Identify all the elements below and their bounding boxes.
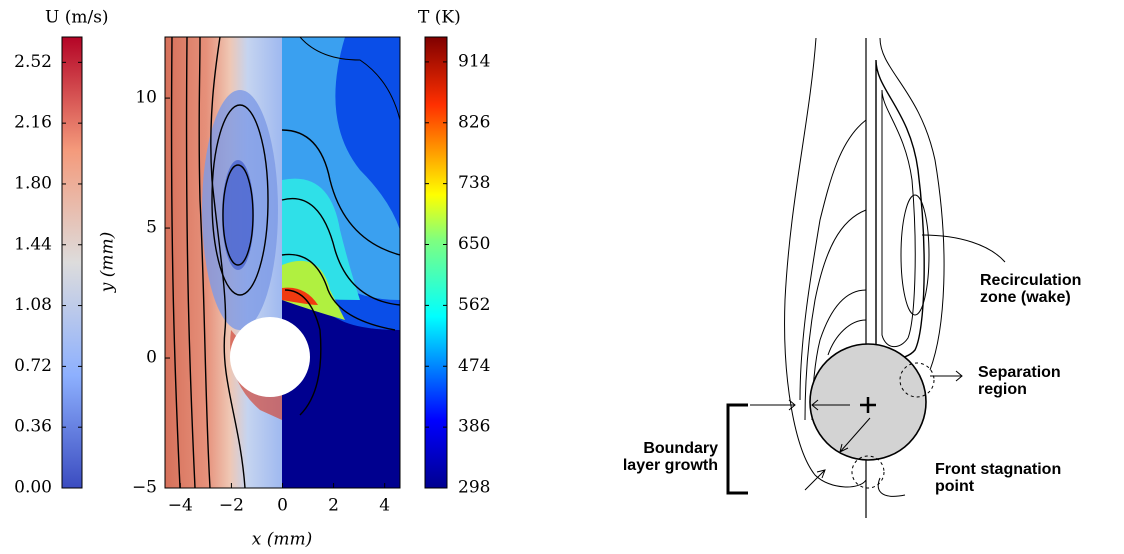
y-tick-label: −5 [132, 478, 157, 498]
colorbar-tick-label: 0.00 [14, 478, 52, 498]
annotation: Separation [978, 364, 1061, 381]
annotation: point [935, 478, 975, 495]
colorbar-tick-label: 738 [458, 173, 490, 193]
colorbar-tick-label: 650 [458, 234, 490, 254]
x-tick-label: −2 [219, 496, 244, 516]
colorbar-tick-label: 0.72 [14, 356, 52, 376]
colorbar-tick-label: 914 [458, 51, 490, 71]
annotation: layer growth [623, 457, 718, 474]
x-tick-label: 4 [379, 496, 390, 516]
y-tick-label: 10 [135, 88, 157, 108]
colorbar-tick-label: 562 [458, 295, 490, 315]
colorbar-tick-label: 2.52 [14, 52, 52, 72]
annotation: Recirculation [980, 272, 1081, 289]
field [165, 37, 400, 488]
colorbar-tick-label: 298 [458, 478, 490, 498]
colorbar-tick-label: 1.80 [14, 173, 52, 193]
colorbar-tick-label: 1.08 [14, 295, 52, 315]
y-axis-label: y (mm) [98, 232, 118, 294]
t-colorbar-title: T (K) [418, 8, 461, 28]
y-tick-label: 5 [146, 218, 157, 238]
annotation: zone (wake) [980, 289, 1071, 306]
colorbar-tick-label: 0.36 [14, 417, 52, 437]
colorbar-tick-label: 1.44 [14, 234, 52, 254]
x-tick-label: 0 [277, 496, 288, 516]
x-tick-label: −4 [168, 496, 193, 516]
schematic [726, 37, 1006, 518]
colorbar-tick-label: 474 [458, 356, 490, 376]
colorbar-tick-label: 386 [458, 417, 490, 437]
annotation: region [978, 381, 1027, 398]
x-axis-label: x (mm) [252, 530, 313, 550]
colorbar-tick-label: 826 [458, 112, 490, 132]
t-colorbar [424, 36, 448, 489]
u-colorbar [61, 36, 83, 489]
annotation: Front stagnation [935, 461, 1061, 478]
annotation: Boundary [643, 440, 718, 457]
y-tick-label: 0 [146, 348, 157, 368]
u-colorbar-title: U (m/s) [45, 8, 109, 28]
x-tick-label: 2 [328, 496, 339, 516]
colorbar-tick-label: 2.16 [14, 113, 52, 133]
